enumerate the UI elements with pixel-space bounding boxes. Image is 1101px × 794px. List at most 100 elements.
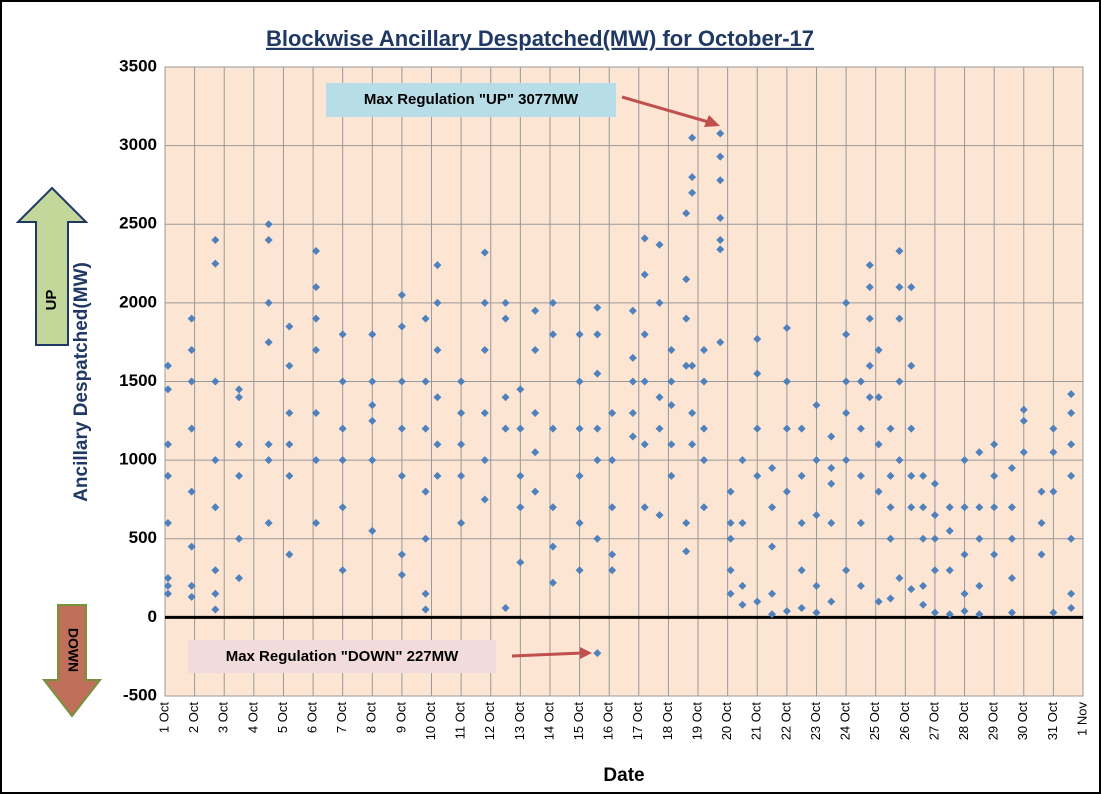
x-tick-label: 17 Oct	[630, 702, 645, 741]
point	[1067, 471, 1076, 480]
point	[930, 566, 939, 575]
x-tick-label: 4 Oct	[245, 702, 260, 733]
point	[368, 456, 377, 465]
point	[628, 408, 637, 417]
point	[975, 534, 984, 543]
point	[285, 471, 294, 480]
point	[716, 129, 725, 138]
point	[738, 600, 747, 609]
point	[433, 440, 442, 449]
point	[945, 503, 954, 512]
point	[187, 377, 196, 386]
point	[187, 424, 196, 433]
x-tick-label: 6 Oct	[305, 702, 320, 733]
point	[312, 283, 321, 292]
point	[886, 534, 895, 543]
point	[975, 503, 984, 512]
point	[716, 152, 725, 161]
point	[738, 581, 747, 590]
point	[856, 519, 865, 528]
point	[163, 471, 172, 480]
point	[655, 424, 664, 433]
point	[907, 361, 916, 370]
point	[1049, 487, 1058, 496]
x-tick-label: 18 Oct	[660, 702, 675, 741]
point	[682, 314, 691, 323]
point	[782, 377, 791, 386]
point	[667, 401, 676, 410]
point	[682, 519, 691, 528]
point	[874, 597, 883, 606]
point	[667, 440, 676, 449]
point	[457, 408, 466, 417]
point	[163, 589, 172, 598]
point	[211, 259, 220, 268]
point	[682, 275, 691, 284]
point	[531, 487, 540, 496]
point	[797, 566, 806, 575]
x-tick-label: 30 Oct	[1015, 702, 1030, 741]
point	[1067, 603, 1076, 612]
point	[516, 558, 525, 567]
up-arrow	[15, 186, 89, 346]
point	[235, 440, 244, 449]
point	[628, 377, 637, 386]
point	[716, 235, 725, 244]
point	[1007, 608, 1016, 617]
point	[608, 408, 617, 417]
point	[655, 240, 664, 249]
point	[457, 377, 466, 386]
point	[975, 581, 984, 590]
point	[797, 424, 806, 433]
point	[608, 456, 617, 465]
point	[688, 440, 697, 449]
point	[480, 408, 489, 417]
point	[593, 534, 602, 543]
point	[753, 335, 762, 344]
point	[548, 503, 557, 512]
point	[433, 261, 442, 270]
annotation-box	[188, 640, 496, 673]
point	[480, 298, 489, 307]
point	[667, 346, 676, 355]
point	[285, 440, 294, 449]
point	[930, 479, 939, 488]
point	[738, 519, 747, 528]
point	[397, 550, 406, 559]
point	[516, 503, 525, 512]
point	[640, 503, 649, 512]
point	[699, 503, 708, 512]
point	[930, 534, 939, 543]
point	[163, 581, 172, 590]
point	[874, 487, 883, 496]
point	[608, 550, 617, 559]
point	[895, 456, 904, 465]
x-tick-label: 26 Oct	[897, 702, 912, 741]
point	[338, 330, 347, 339]
point	[211, 566, 220, 575]
point	[895, 246, 904, 255]
point	[990, 503, 999, 512]
x-tick-label: 23 Oct	[808, 702, 823, 741]
point	[975, 610, 984, 619]
point	[640, 234, 649, 243]
point	[516, 385, 525, 394]
point	[575, 471, 584, 480]
point	[716, 213, 725, 222]
point	[235, 574, 244, 583]
point	[640, 440, 649, 449]
point	[548, 424, 557, 433]
point	[886, 471, 895, 480]
point	[768, 503, 777, 512]
point	[593, 649, 602, 658]
x-tick-label: 3 Oct	[216, 702, 231, 733]
point	[211, 456, 220, 465]
point	[682, 361, 691, 370]
point	[235, 471, 244, 480]
annotation-arrow	[621, 95, 713, 125]
point	[368, 526, 377, 535]
point	[211, 589, 220, 598]
annotation-box	[326, 83, 616, 117]
point	[919, 471, 928, 480]
point	[865, 393, 874, 402]
